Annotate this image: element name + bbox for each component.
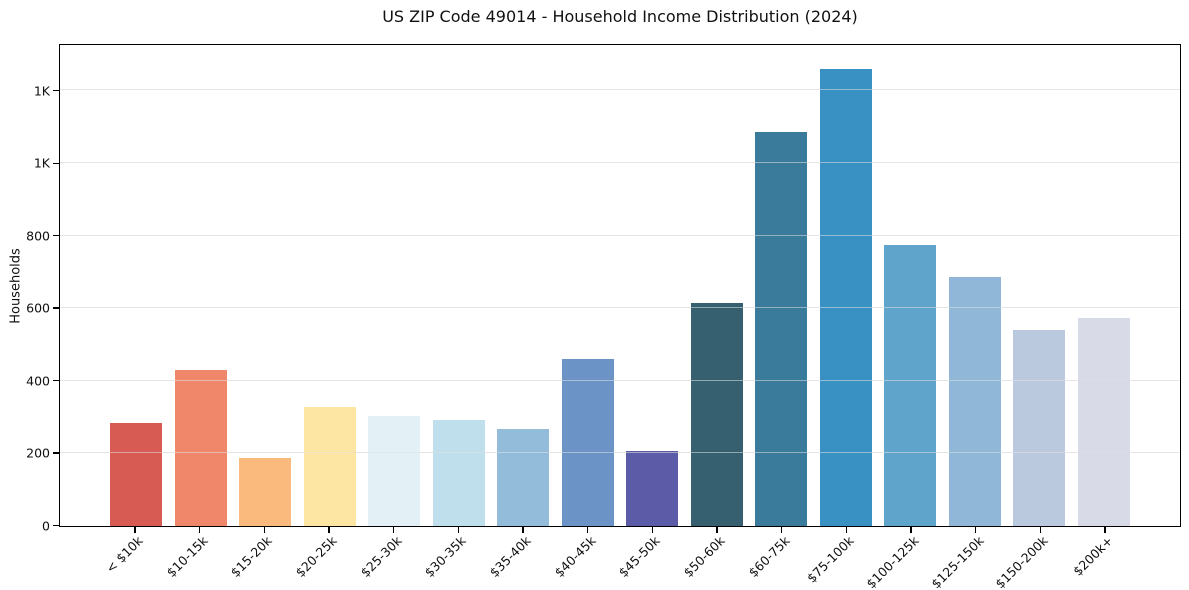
- bars-layer: [60, 45, 1180, 526]
- bar-$75-100k: [819, 69, 872, 526]
- y-tick-mark-1000: [53, 162, 59, 164]
- x-tick-mark-$15-20k: [263, 527, 265, 533]
- y-tick-label-400: 400: [26, 373, 50, 389]
- y-tick-label-600: 600: [26, 300, 50, 316]
- gridline-1200: [60, 89, 1180, 91]
- x-tick-mark-$35-40k: [522, 527, 524, 533]
- bar-$45-50k: [626, 450, 679, 526]
- bar-$15-20k: [239, 457, 292, 526]
- gridline-800: [60, 234, 1180, 236]
- y-tick-mark-0: [53, 524, 59, 527]
- x-tick-mark-$150-200k: [1039, 527, 1041, 533]
- y-tick-mark-200: [53, 452, 59, 454]
- x-tick-mark-$60-75k: [781, 527, 783, 533]
- chart-title: US ZIP Code 49014 - Household Income Dis…: [382, 7, 858, 26]
- gridline-200: [60, 452, 1180, 454]
- x-tick-mark-$75-100k: [845, 527, 847, 533]
- gridlines-overlay-layer: [60, 45, 1180, 526]
- y-tick-mark-1200: [53, 90, 59, 92]
- x-tick-mark-$45-50k: [651, 527, 653, 533]
- bar-$150-200k: [1013, 329, 1066, 526]
- x-tick-label-< $10k: < $10k: [102, 533, 146, 576]
- y-tick-mark-400: [53, 379, 59, 382]
- y-tick-mark-600: [53, 307, 59, 309]
- y-tick-label-800: 800: [26, 228, 50, 244]
- gridline-1000: [60, 161, 1180, 163]
- x-tick-mark-$20-25k: [328, 527, 330, 533]
- x-tick-mark-< $10k: [134, 527, 136, 533]
- gridline-400: [60, 379, 1180, 381]
- x-tick-mark-$25-30k: [393, 527, 395, 533]
- x-tick-mark-$50-60k: [716, 527, 718, 533]
- bar-$35-40k: [497, 428, 550, 526]
- bar-$25-30k: [368, 416, 421, 526]
- gridline-600: [60, 307, 1180, 309]
- bar-$125-150k: [948, 276, 1001, 526]
- y-tick-label-1200: 1K: [33, 83, 50, 99]
- y-tick-mark-800: [53, 235, 59, 237]
- plot-area: [59, 44, 1181, 527]
- x-tick-mark-$30-35k: [457, 527, 459, 533]
- bar-$30-35k: [432, 419, 485, 526]
- x-tick-mark-$100-125k: [910, 527, 912, 533]
- x-tick-mark-$10-15k: [199, 527, 201, 533]
- x-tick-mark-$125-150k: [975, 527, 977, 533]
- bar-$10-15k: [174, 369, 227, 526]
- bar-$20-25k: [303, 406, 356, 526]
- bar-$60-75k: [755, 132, 808, 526]
- bar-$50-60k: [690, 303, 743, 526]
- bar-$100-125k: [884, 244, 937, 526]
- bar-$200k+: [1077, 318, 1130, 526]
- y-tick-label-200: 200: [26, 445, 50, 461]
- y-tick-label-0: 0: [42, 518, 50, 533]
- bar-< $10k: [110, 422, 162, 526]
- x-tick-mark-$40-45k: [587, 527, 589, 533]
- y-tick-label-1000: 1K: [33, 155, 50, 171]
- x-tick-mark-$200k+: [1104, 527, 1106, 533]
- bar-$40-45k: [561, 359, 614, 526]
